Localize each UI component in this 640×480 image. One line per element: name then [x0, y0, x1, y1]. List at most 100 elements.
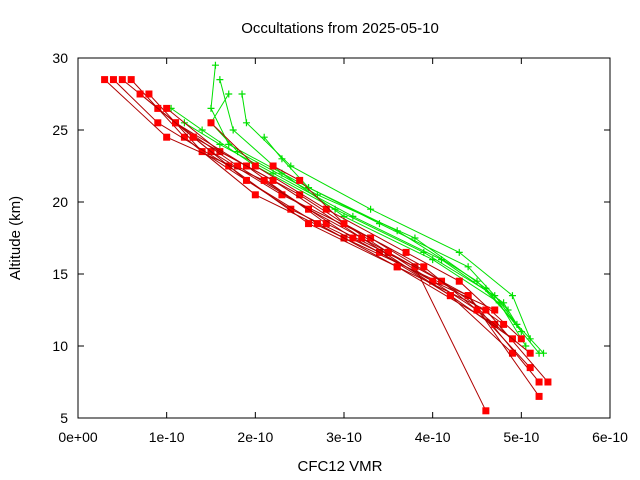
red-point	[526, 349, 534, 357]
green-point	[429, 256, 437, 264]
red-point	[189, 133, 197, 141]
green-point	[305, 184, 313, 192]
red-point	[154, 119, 162, 127]
red-point	[358, 234, 366, 242]
green-point	[211, 61, 219, 69]
red-point	[269, 176, 277, 184]
green-point	[225, 90, 233, 98]
red-point	[455, 277, 463, 285]
x-tick-label: 2e-10	[237, 429, 273, 445]
green-point	[455, 248, 463, 256]
red-point	[234, 162, 242, 170]
x-tick-label: 3e-10	[326, 429, 362, 445]
red-point	[482, 407, 490, 415]
green-point	[216, 76, 224, 84]
green-series-line	[241, 93, 531, 339]
red-point	[287, 205, 295, 213]
plot-frame	[77, 57, 611, 419]
red-series-line	[148, 93, 513, 354]
green-point	[260, 133, 268, 141]
red-point	[535, 378, 543, 386]
green-point	[526, 335, 534, 343]
red-point	[109, 76, 117, 84]
red-point	[322, 220, 330, 228]
red-point	[305, 220, 313, 228]
green-point	[349, 212, 357, 220]
red-point	[491, 306, 499, 314]
y-tick-label: 25	[52, 122, 68, 138]
green-point	[238, 90, 246, 98]
red-point	[180, 133, 188, 141]
red-point	[464, 292, 472, 300]
red-point	[296, 191, 304, 199]
red-point	[429, 277, 437, 285]
red-point	[198, 148, 206, 156]
green-point	[464, 263, 472, 271]
red-point	[118, 76, 126, 84]
red-point	[278, 191, 286, 199]
green-series-line	[263, 136, 509, 311]
red-point	[136, 90, 144, 98]
green-series	[238, 90, 534, 343]
green-point	[504, 306, 512, 314]
green-point	[517, 328, 525, 336]
red-series-line	[166, 108, 531, 368]
red-point	[322, 205, 330, 213]
red-point	[145, 90, 153, 98]
red-point	[127, 76, 135, 84]
series-layer	[101, 61, 552, 415]
red-series	[101, 76, 499, 314]
red-point	[251, 162, 259, 170]
axes: 0e+00 1e-10 2e-10 3e-10 4e-10 5e-10 6e-10 5 10 15…	[52, 50, 628, 445]
green-point	[207, 104, 215, 112]
red-point	[313, 220, 321, 228]
green-point	[242, 119, 250, 127]
red-point	[420, 263, 428, 271]
green-point	[229, 126, 237, 134]
red-series-line	[272, 165, 531, 354]
y-tick-label: 15	[52, 266, 68, 282]
x-tick-label: 1e-10	[149, 429, 185, 445]
red-series-line	[113, 79, 495, 325]
green-point	[269, 169, 277, 177]
green-point	[375, 220, 383, 228]
y-tick-label: 20	[52, 194, 68, 210]
red-point	[500, 320, 508, 328]
green-point	[198, 126, 206, 134]
x-tick-label: 4e-10	[415, 429, 451, 445]
red-series-line	[104, 79, 495, 311]
red-point	[242, 176, 250, 184]
red-point	[517, 335, 525, 343]
red-point	[269, 162, 277, 170]
y-tick-label: 5	[60, 410, 68, 426]
red-point	[349, 234, 357, 242]
red-series-line	[210, 122, 522, 340]
x-tick-label: 0e+00	[58, 429, 98, 445]
red-point	[384, 248, 392, 256]
green-series	[216, 76, 530, 350]
green-point	[278, 155, 286, 163]
green-point	[535, 349, 543, 357]
red-series-line	[157, 108, 504, 325]
green-series	[260, 133, 512, 314]
green-series-line	[219, 79, 527, 347]
chart-title: Occultations from 2025-05-10	[241, 20, 439, 37]
red-series-line	[192, 136, 549, 383]
red-point	[251, 191, 259, 199]
green-point	[473, 277, 481, 285]
red-point	[101, 76, 109, 84]
red-series	[207, 119, 525, 343]
y-tick-label: 30	[52, 50, 68, 66]
red-point	[340, 220, 348, 228]
red-point	[402, 248, 410, 256]
red-point	[163, 133, 171, 141]
red-point	[535, 392, 543, 400]
y-tick-label: 10	[52, 338, 68, 354]
red-point	[473, 306, 481, 314]
red-point	[393, 263, 401, 271]
y-axis-title: Altitude (km)	[7, 196, 24, 280]
red-point	[526, 364, 534, 372]
red-point	[482, 306, 490, 314]
green-series-line	[184, 122, 522, 332]
